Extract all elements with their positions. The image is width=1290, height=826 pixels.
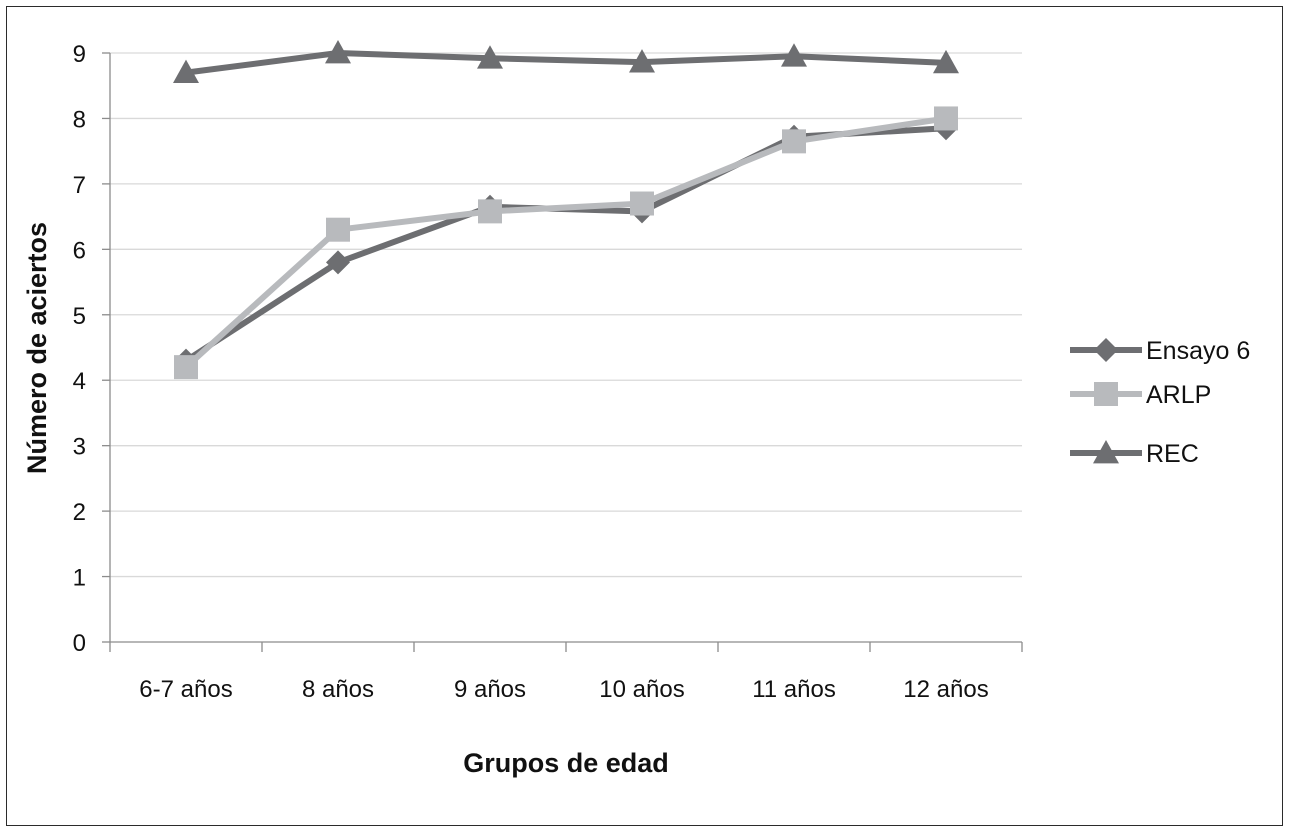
data-point-triangle (477, 45, 503, 69)
y-tick-label: 8 (73, 106, 86, 133)
data-point-triangle (629, 49, 655, 73)
y-tick-label: 6 (73, 237, 86, 264)
series-line (185, 50, 947, 76)
x-tick-label: 10 años (599, 676, 684, 703)
y-tick-label: 0 (73, 630, 86, 657)
series-lines (173, 40, 959, 380)
y-tick-label: 4 (73, 368, 86, 395)
legend-marker (1094, 382, 1118, 406)
series-rec (173, 40, 959, 84)
legend-label: ARLP (1146, 381, 1211, 409)
data-point-triangle (325, 40, 351, 64)
legend: Ensayo 6 ARLP REC (1070, 337, 1250, 468)
series-arlp (174, 106, 958, 380)
x-axis-title: Grupos de edad (463, 748, 669, 778)
y-tick-label: 3 (73, 434, 86, 461)
legend-item: Ensayo 6 (1070, 337, 1250, 365)
data-point-triangle (173, 59, 199, 84)
x-tick-label: 9 años (454, 676, 526, 703)
data-point-triangle (781, 43, 807, 67)
x-tick-label: 11 años (752, 676, 836, 703)
legend-marker (1093, 440, 1119, 464)
data-point-square (326, 217, 350, 242)
x-tick-label: 6-7 años (139, 676, 232, 703)
data-point-square (478, 199, 502, 224)
data-point-triangle (933, 49, 959, 74)
legend-marker (1094, 338, 1118, 362)
data-point-diamond (326, 250, 350, 275)
y-tick-label: 9 (73, 41, 86, 68)
legend-item: ARLP (1070, 381, 1211, 409)
data-point-square (782, 129, 806, 154)
legend-label: Ensayo 6 (1146, 337, 1250, 365)
series-ensayo-6 (174, 116, 958, 373)
y-tick-label: 2 (73, 499, 86, 526)
y-axis-title: Número de aciertos (22, 222, 52, 474)
y-tick-label: 5 (73, 303, 86, 330)
series-line (183, 115, 947, 370)
legend-item: REC (1070, 440, 1199, 468)
x-tick-label: 8 años (302, 676, 374, 703)
data-point-square (934, 106, 958, 131)
x-tick-label: 12 años (903, 676, 988, 703)
axes: 0 1 2 3 4 5 6 7 8 9 6-7 años 8 años 9 años 10 años 11 … (73, 41, 1023, 703)
y-tick-label: 7 (73, 172, 86, 199)
y-tick-label: 1 (73, 565, 86, 592)
data-point-square (630, 191, 654, 216)
data-point-square (174, 355, 198, 380)
line-chart: 0 1 2 3 4 5 6 7 8 9 6-7 años 8 años 9 años 10 años 11 … (22, 40, 1250, 778)
series-line (184, 125, 947, 364)
legend-label: REC (1146, 440, 1199, 468)
